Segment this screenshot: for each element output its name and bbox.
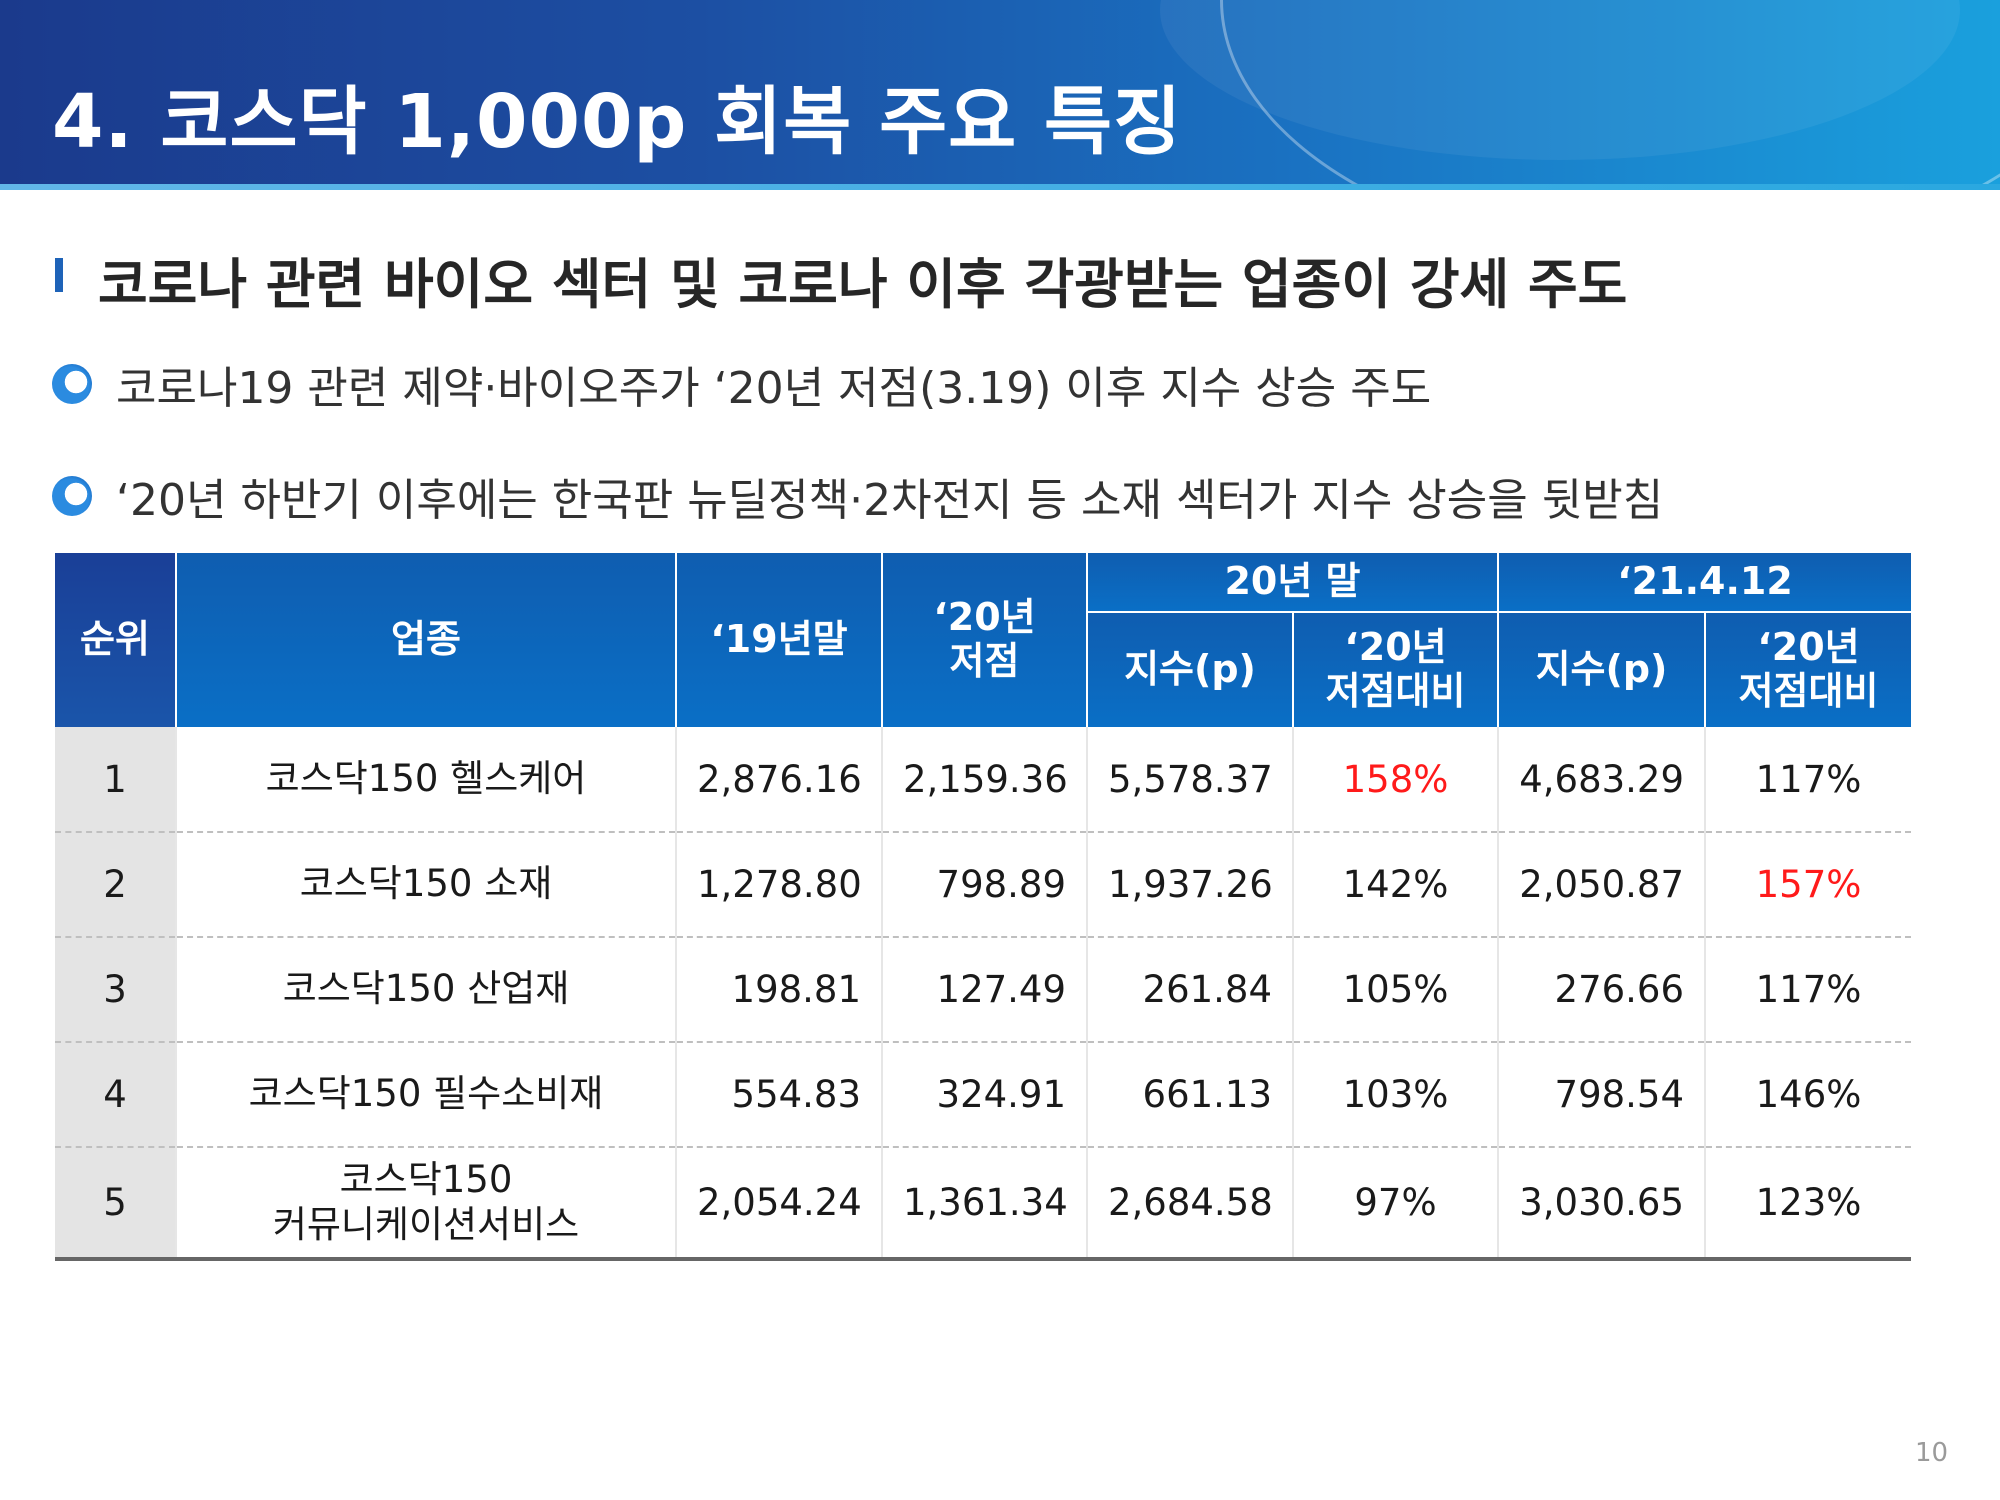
table-row: 4 코스닥150 필수소비재 554.83 324.91 661.13 103%… (55, 1042, 1912, 1148)
cell-21-index: 3,030.65 (1497, 1147, 1705, 1261)
cell-low-20: 798.89 (881, 832, 1087, 938)
cell-end20-vs-low: 97% (1292, 1147, 1498, 1261)
cell-21-vs-low: 117% (1703, 727, 1912, 833)
cell-21-vs-low: 123% (1703, 1147, 1912, 1261)
header-group-21: ‘21.4.12 (1496, 553, 1912, 612)
bullet-item-1: 코로나19 관련 제약·바이오주가 ‘20년 저점(3.19) 이후 지수 상승… (52, 352, 1431, 416)
cell-21-index: 2,050.87 (1497, 832, 1705, 938)
cell-sector: 코스닥150 헬스케어 (175, 727, 676, 833)
cell-end-19: 1,278.80 (675, 832, 882, 938)
cell-end20-vs-low: 158% (1292, 727, 1498, 833)
cell-21-vs-low: 157% (1703, 832, 1912, 938)
header-low-20: ‘20년 저점 (881, 553, 1087, 727)
cell-21-index: 276.66 (1497, 937, 1705, 1043)
table-row: 3 코스닥150 산업재 198.81 127.49 261.84 105% 2… (55, 937, 1912, 1043)
cell-sector-line1: 코스닥150 (339, 1158, 513, 1202)
header-end20-index: 지수(p) (1086, 611, 1293, 727)
cell-rank: 4 (55, 1042, 176, 1148)
bullet-circle-icon (52, 476, 92, 516)
cell-end20-vs-low: 103% (1292, 1042, 1498, 1148)
bullet-item-2: ‘20년 하반기 이후에는 한국판 뉴딜정책·2차전지 등 소재 섹터가 지수 … (52, 464, 1663, 528)
page-title: 4. 코스닥 1,000p 회복 주요 특징 (52, 79, 1183, 165)
header-sector: 업종 (175, 553, 676, 727)
header-vs-low-line1: ‘20년 (1757, 625, 1860, 670)
cell-end20-index: 261.84 (1086, 937, 1293, 1043)
cell-end-19: 198.81 (675, 937, 882, 1043)
section-marker (55, 258, 63, 292)
cell-21-vs-low: 146% (1703, 1042, 1912, 1148)
bullet-text: 코로나19 관련 제약·바이오주가 ‘20년 저점(3.19) 이후 지수 상승… (116, 363, 1432, 414)
page-number: 10 (1915, 1438, 1949, 1468)
cell-end-19: 2,876.16 (675, 727, 882, 833)
cell-rank: 3 (55, 937, 176, 1043)
header-rank: 순위 (55, 553, 176, 727)
cell-low-20: 2,159.36 (881, 727, 1087, 833)
cell-sector: 코스닥150 커뮤니케이션서비스 (175, 1147, 676, 1261)
table-row: 5 코스닥150 커뮤니케이션서비스 2,054.24 1,361.34 2,6… (55, 1147, 1912, 1261)
header-swoosh (1220, 0, 2000, 184)
cell-sector: 코스닥150 산업재 (175, 937, 676, 1043)
cell-sector: 코스닥150 소재 (175, 832, 676, 938)
header-banner: 4. 코스닥 1,000p 회복 주요 특징 (0, 0, 2000, 184)
bullet-circle-icon (52, 364, 92, 404)
header-divider (0, 184, 2000, 190)
cell-end-19: 2,054.24 (675, 1147, 882, 1261)
header-21-vs-low: ‘20년 저점대비 (1703, 611, 1912, 727)
cell-end20-index: 1,937.26 (1086, 832, 1293, 938)
header-vs-low-line2: 저점대비 (1325, 669, 1466, 713)
cell-low-20: 1,361.34 (881, 1147, 1087, 1261)
cell-21-index: 4,683.29 (1497, 727, 1705, 833)
cell-low-20: 324.91 (881, 1042, 1087, 1148)
header-low-20-line1: ‘20년 (933, 595, 1036, 640)
cell-21-index: 798.54 (1497, 1042, 1705, 1148)
cell-low-20: 127.49 (881, 937, 1087, 1043)
header-low-20-line2: 저점 (949, 639, 1020, 683)
cell-sector-line1: 코스닥150 헬스케어 (265, 756, 587, 800)
cell-sector-line1: 코스닥150 필수소비재 (248, 1072, 604, 1116)
cell-sector-line2: 커뮤니케이션서비스 (272, 1202, 580, 1246)
header-vs-low-line2: 저점대비 (1738, 669, 1879, 713)
cell-rank: 1 (55, 727, 176, 833)
cell-rank: 5 (55, 1147, 176, 1261)
table-row: 1 코스닥150 헬스케어 2,876.16 2,159.36 5,578.37… (55, 727, 1912, 833)
cell-end20-index: 661.13 (1086, 1042, 1293, 1148)
section-title: 코로나 관련 바이오 섹터 및 코로나 이후 각광받는 업종이 강세 주도 (98, 253, 1628, 316)
header-21-index: 지수(p) (1497, 611, 1705, 727)
bullet-text: ‘20년 하반기 이후에는 한국판 뉴딜정책·2차전지 등 소재 섹터가 지수 … (116, 475, 1664, 526)
header-end20-vs-low: ‘20년 저점대비 (1292, 611, 1498, 727)
cell-21-vs-low: 117% (1703, 937, 1912, 1043)
cell-sector: 코스닥150 필수소비재 (175, 1042, 676, 1148)
header-end-19: ‘19년말 (675, 553, 882, 727)
cell-rank: 2 (55, 832, 176, 938)
table-row: 2 코스닥150 소재 1,278.80 798.89 1,937.26 142… (55, 832, 1912, 938)
header-group-end-20: 20년 말 (1086, 553, 1498, 612)
sector-table: 순위 업종 ‘19년말 ‘20년 저점 20년 말 ‘21.4.12 지수(p)… (55, 553, 1912, 1261)
cell-end20-vs-low: 105% (1292, 937, 1498, 1043)
cell-end20-index: 5,578.37 (1086, 727, 1293, 833)
cell-end-19: 554.83 (675, 1042, 882, 1148)
cell-end20-vs-low: 142% (1292, 832, 1498, 938)
cell-end20-index: 2,684.58 (1086, 1147, 1293, 1261)
cell-sector-line1: 코스닥150 산업재 (282, 967, 570, 1011)
cell-sector-line1: 코스닥150 소재 (299, 862, 553, 906)
header-vs-low-line1: ‘20년 (1344, 625, 1447, 670)
